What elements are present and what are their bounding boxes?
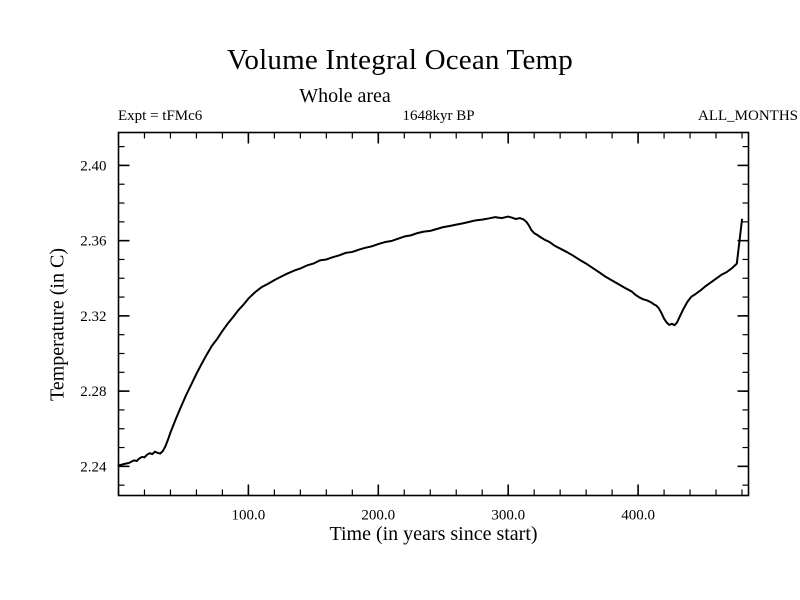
svg-text:100.0: 100.0 <box>232 508 266 524</box>
svg-text:2.36: 2.36 <box>80 234 107 250</box>
svg-text:2.32: 2.32 <box>80 309 106 325</box>
svg-text:300.0: 300.0 <box>491 508 525 524</box>
months-label: ALL_MONTHS <box>698 108 798 124</box>
axis-tick-labels: 100.0 200.0 300.0 400.0 2.24 2.28 2.32 2.36 2.40 <box>80 158 655 523</box>
axis-major-ticks <box>118 132 749 496</box>
svg-text:2.28: 2.28 <box>80 384 106 400</box>
svg-text:2.24: 2.24 <box>80 459 107 475</box>
epoch-label: 1648kyr BP <box>402 108 475 124</box>
axis-minor-ticks <box>117 132 749 496</box>
experiment-label: Expt = tFMc6 <box>118 108 203 124</box>
svg-text:200.0: 200.0 <box>361 508 395 524</box>
svg-text:400.0: 400.0 <box>621 508 655 524</box>
plot-frame <box>117 131 750 497</box>
x-axis-title: Time (in years since start) <box>329 523 538 545</box>
svg-text:2.40: 2.40 <box>80 158 106 174</box>
chart-subtitle: Whole area <box>299 85 391 107</box>
data-series-line <box>117 215 744 467</box>
page-title: Volume Integral Ocean Temp <box>227 44 573 76</box>
